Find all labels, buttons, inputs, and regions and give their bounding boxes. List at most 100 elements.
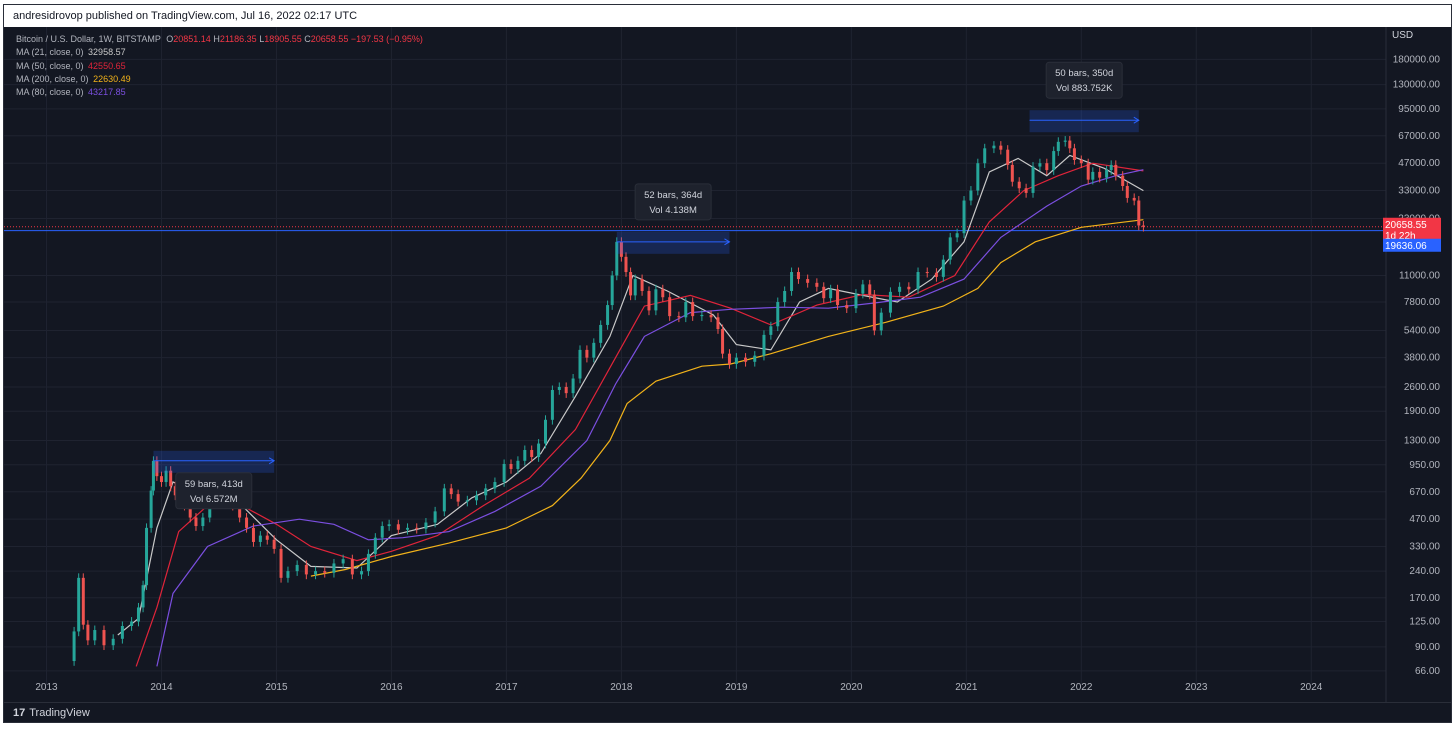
candle: [245, 517, 249, 528]
candle: [149, 490, 153, 528]
date-range-volume: Vol 883.752K: [1056, 83, 1113, 94]
candle: [1098, 171, 1102, 178]
candle: [1114, 164, 1118, 176]
candle: [861, 284, 865, 294]
ma-value: 32958.57: [88, 47, 126, 58]
last-price-label: 20658.55: [1385, 220, 1427, 231]
candle: [578, 349, 582, 379]
candle: [523, 450, 527, 461]
y-tick-label: 95000.00: [1398, 104, 1440, 115]
candle: [286, 571, 290, 578]
ma-value: 43217.85: [88, 87, 126, 98]
candle: [925, 272, 929, 274]
y-tick-label: 125.00: [1409, 617, 1440, 628]
candle: [629, 272, 633, 296]
date-range-arrow: [724, 238, 731, 246]
change-value: −197.53 (−0.95%): [350, 34, 423, 44]
y-unit-label: USD: [1392, 30, 1413, 41]
candle: [668, 297, 672, 317]
price-chart[interactable]: 59 bars, 413d Vol 6.572M 52 bars, 364d Vol …: [4, 27, 1451, 723]
candle: [829, 289, 833, 299]
ma-row-200[interactable]: MA (200, close, 0) 22630.49: [16, 73, 423, 86]
date-range-volume: Vol 4.138M: [649, 205, 697, 216]
y-tick-label: 470.00: [1409, 514, 1440, 525]
candle: [509, 463, 513, 469]
candle: [145, 527, 149, 586]
date-range-box: [153, 450, 275, 473]
symbol-title: Bitcoin / U.S. Dollar, 1W, BITSTAMP: [16, 34, 161, 44]
candle: [415, 527, 419, 529]
candle: [783, 290, 787, 303]
candle: [836, 289, 840, 306]
ma-line-ma50: [135, 162, 1144, 667]
candle: [907, 286, 911, 290]
date-range-box: [1029, 110, 1139, 133]
y-tick-label: 1300.00: [1404, 436, 1441, 447]
candle: [194, 517, 198, 527]
y-tick-label: 7800.00: [1404, 297, 1441, 308]
brand-name[interactable]: TradingView: [29, 707, 90, 719]
candle: [332, 563, 336, 573]
high-value: 21186.35: [219, 34, 257, 44]
x-tick-label: 2013: [35, 682, 58, 693]
date-range-arrow: [268, 457, 276, 465]
candle: [188, 505, 192, 518]
symbol-row[interactable]: Bitcoin / U.S. Dollar, 1W, BITSTAMP O208…: [16, 33, 423, 46]
range-annotations: 59 bars, 413d Vol 6.572M 52 bars, 364d Vol …: [153, 61, 1140, 510]
candle: [449, 488, 453, 495]
candle: [654, 289, 658, 311]
candle: [424, 522, 428, 529]
x-tick-label: 2015: [265, 682, 288, 693]
y-tick-label: 90.00: [1415, 642, 1440, 653]
candle: [727, 353, 731, 364]
date-range-label-box: [634, 183, 712, 221]
candle: [822, 286, 826, 299]
last-price-tag: [1383, 217, 1441, 242]
ma-line-ma80: [156, 169, 1144, 667]
candle: [1141, 225, 1145, 227]
candle: [141, 585, 145, 608]
ma-row-80[interactable]: MA (80, close, 0) 43217.85: [16, 86, 423, 99]
y-tick-label: 33000.00: [1398, 186, 1440, 197]
candle: [1105, 170, 1109, 178]
publisher-bar: andresidrovop published on TradingView.c…: [4, 5, 1451, 27]
candle: [721, 329, 725, 354]
candle: [93, 630, 97, 641]
y-tick-label: 3800.00: [1404, 353, 1441, 364]
hline-price-tag: [1383, 238, 1441, 252]
candle: [130, 621, 134, 626]
candle: [442, 488, 446, 512]
candle: [734, 357, 738, 364]
candle: [1038, 163, 1042, 167]
candle: [700, 314, 704, 317]
publisher-text: andresidrovop published on TradingView.c…: [13, 10, 358, 22]
candle: [360, 571, 364, 575]
candle: [120, 625, 124, 639]
candle: [955, 233, 959, 238]
ma-row-50[interactable]: MA (50, close, 0) 42550.65: [16, 60, 423, 73]
low-value: 18905.55: [264, 34, 302, 44]
candle: [854, 293, 858, 309]
footer-bar: 17 TradingView: [4, 702, 1451, 722]
candle: [633, 279, 637, 296]
candle: [475, 495, 479, 501]
date-range-bars: 59 bars, 413d: [185, 479, 243, 490]
candle: [1045, 163, 1049, 171]
candle: [304, 564, 308, 575]
ma-line-ma21: [117, 154, 1144, 636]
candle: [716, 317, 720, 330]
tradingview-logo-icon[interactable]: 17: [13, 707, 26, 719]
candle: [872, 294, 876, 331]
ma-row-21[interactable]: MA (21, close, 0) 32958.57: [16, 46, 423, 59]
candle: [251, 527, 255, 542]
candle: [169, 470, 173, 487]
y-tick-label: 66.00: [1415, 666, 1440, 677]
candle: [815, 282, 819, 287]
candle: [868, 284, 872, 295]
candle: [164, 470, 168, 483]
grid-lines: [4, 27, 1386, 685]
candle: [806, 279, 810, 283]
candle: [1006, 149, 1010, 165]
candle: [879, 312, 883, 331]
y-tick-label: 670.00: [1409, 487, 1440, 498]
